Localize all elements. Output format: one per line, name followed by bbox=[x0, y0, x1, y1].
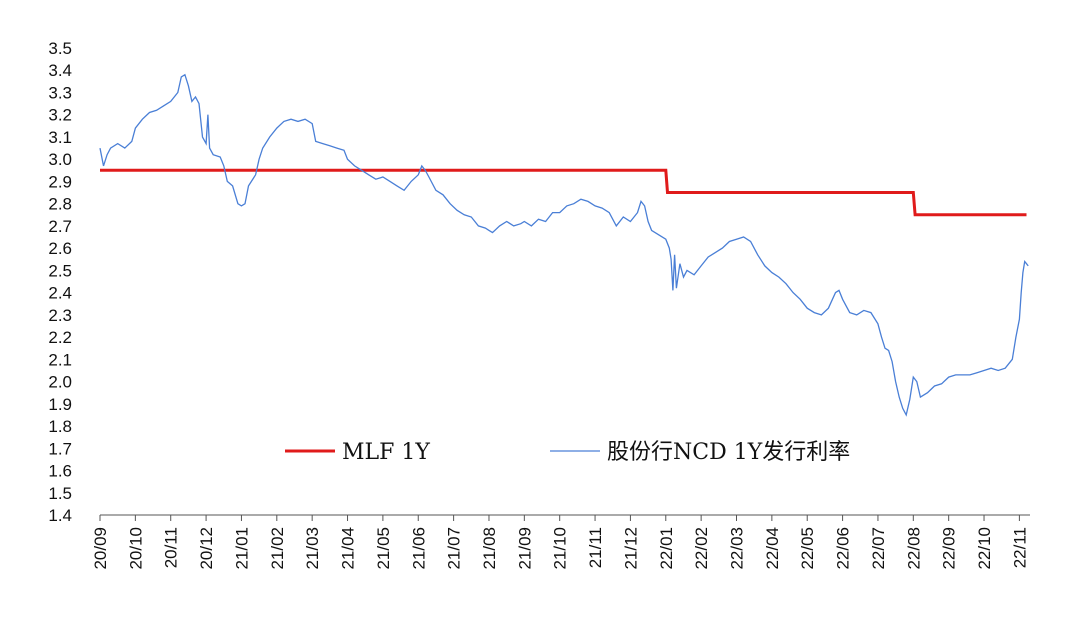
x-tick-label: 22/05 bbox=[798, 527, 817, 570]
x-tick-label: 21/07 bbox=[445, 527, 464, 570]
x-tick-label: 20/12 bbox=[197, 527, 216, 570]
series-line-ncd bbox=[99, 73, 1029, 417]
y-tick-label: 1.4 bbox=[48, 506, 72, 525]
y-tick-label: 3.0 bbox=[48, 150, 72, 169]
x-tick-label: 22/01 bbox=[657, 527, 676, 570]
x-tick-label: 21/03 bbox=[303, 527, 322, 570]
y-tick-label: 3.2 bbox=[48, 106, 72, 125]
y-tick-label: 2.6 bbox=[48, 239, 72, 258]
y-tick-label: 1.5 bbox=[48, 484, 72, 503]
x-tick-label: 21/08 bbox=[480, 527, 499, 570]
y-tick-label: 2.5 bbox=[48, 261, 72, 280]
y-tick-label: 3.1 bbox=[48, 128, 72, 147]
y-tick-label: 2.2 bbox=[48, 328, 72, 347]
y-tick-label: 3.5 bbox=[48, 39, 72, 58]
y-tick-label: 1.6 bbox=[48, 462, 72, 481]
y-tick-label: 2.4 bbox=[48, 284, 72, 303]
x-tick-label: 22/04 bbox=[763, 527, 782, 570]
y-tick-label: 1.7 bbox=[48, 439, 72, 458]
x-tick-label: 21/10 bbox=[551, 527, 570, 570]
x-tick-label: 22/06 bbox=[834, 527, 853, 570]
y-tick-label: 2.1 bbox=[48, 350, 72, 369]
y-tick-label: 1.9 bbox=[48, 395, 72, 414]
x-tick-label: 21/06 bbox=[409, 527, 428, 570]
x-tick-label: 20/10 bbox=[126, 527, 145, 570]
y-tick-label: 1.8 bbox=[48, 417, 72, 436]
x-tick-label: 22/07 bbox=[869, 527, 888, 570]
y-tick-label: 2.0 bbox=[48, 373, 72, 392]
x-tick-label: 22/02 bbox=[692, 527, 711, 570]
x-tick-label: 22/08 bbox=[904, 527, 923, 570]
y-tick-label: 2.7 bbox=[48, 217, 72, 236]
series-layer bbox=[99, 73, 1029, 417]
x-tick-label: 21/05 bbox=[374, 527, 393, 570]
x-tick-label: 21/11 bbox=[586, 527, 605, 568]
legend-item-ncd-label: 股份行NCD 1Y发行利率 bbox=[607, 440, 850, 465]
x-tick-label: 22/09 bbox=[940, 527, 959, 570]
y-tick-label: 2.9 bbox=[48, 172, 72, 191]
x-tick-label: 20/11 bbox=[162, 527, 181, 568]
y-tick-label: 3.4 bbox=[48, 61, 72, 80]
legend: MLF 1Y 股份行NCD 1Y发行利率 bbox=[285, 440, 850, 465]
y-tick-label: 3.3 bbox=[48, 83, 72, 102]
x-axis: 20/09 20/10 20/11 20/12 21/01 21/02 21/03 21/04… bbox=[91, 514, 1030, 570]
x-tick-label: 22/11 bbox=[1010, 527, 1029, 568]
x-tick-label: 21/12 bbox=[621, 527, 640, 570]
legend-item-mlf-label: MLF 1Y bbox=[342, 440, 430, 465]
x-tick-label: 20/09 bbox=[91, 527, 110, 570]
x-tick-label: 21/02 bbox=[268, 527, 287, 570]
x-tick-label: 21/09 bbox=[515, 527, 534, 570]
y-axis: 3.5 3.4 3.3 3.2 3.1 3.0 2.9 2.8 2.7 2.6 2.5 2.4 2.3 2… bbox=[48, 39, 72, 525]
x-tick-label: 22/03 bbox=[728, 527, 747, 570]
y-tick-label: 2.3 bbox=[48, 306, 72, 325]
series-line-mlf bbox=[100, 168, 1027, 217]
y-tick-label: 2.8 bbox=[48, 195, 72, 214]
x-tick-label: 21/01 bbox=[232, 527, 251, 570]
x-tick-label: 21/04 bbox=[339, 527, 358, 570]
x-tick-label: 22/10 bbox=[975, 527, 994, 570]
